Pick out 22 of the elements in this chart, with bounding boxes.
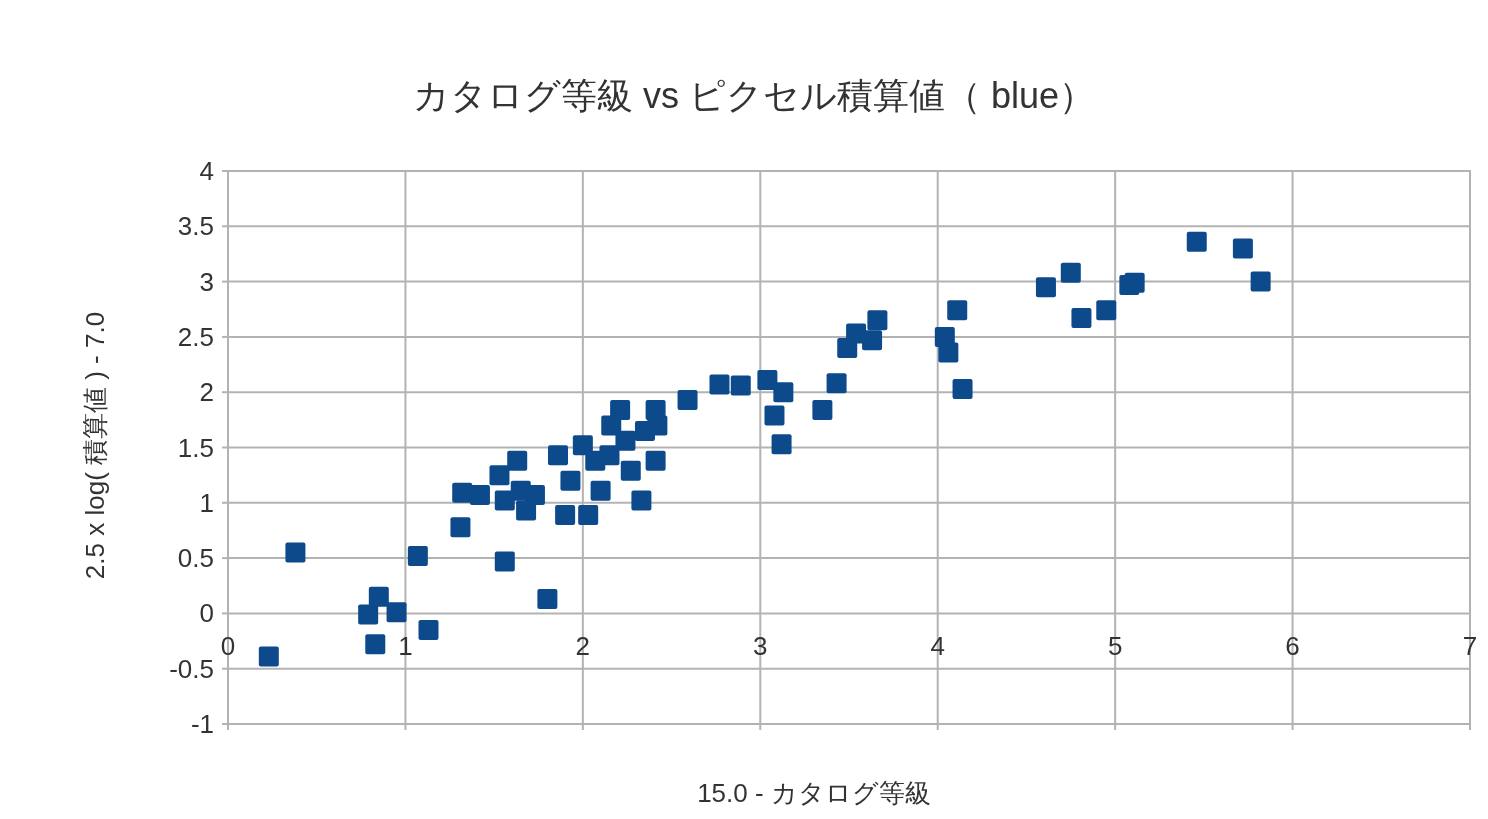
x-axis-title: 15.0 - カタログ等級: [697, 778, 931, 808]
y-tick-label: 1.5: [177, 432, 214, 463]
y-tick-label: 1: [199, 487, 214, 518]
y-tick-label: 2.5: [177, 321, 214, 352]
x-tick-label: 3: [753, 631, 768, 662]
y-tick-label: -0.5: [169, 653, 214, 684]
chart-title: カタログ等級 vs ピクセル積算値（ blue）: [412, 75, 1096, 116]
y-tick-label: 3.5: [177, 211, 214, 242]
y-tick-label: 4: [199, 156, 214, 186]
x-tick-label: 5: [1107, 631, 1123, 662]
y-tick-label: 0.5: [177, 543, 214, 574]
y-tick-label: 0: [199, 598, 214, 629]
y-axis-title: 2.5 x log( 積算値 ) - 7.0: [80, 311, 110, 580]
x-tick-label: 1: [398, 631, 413, 662]
y-tick-label: -1: [190, 709, 214, 739]
y-tick-label: 2: [199, 377, 214, 408]
x-tick-label: 2: [575, 631, 591, 662]
x-tick-label: 0: [220, 631, 236, 662]
x-tick-label: 6: [1285, 631, 1300, 662]
x-tick-label: 4: [930, 631, 945, 662]
x-tick-label: 7: [1462, 631, 1478, 662]
y-tick-label: 3: [199, 266, 214, 297]
